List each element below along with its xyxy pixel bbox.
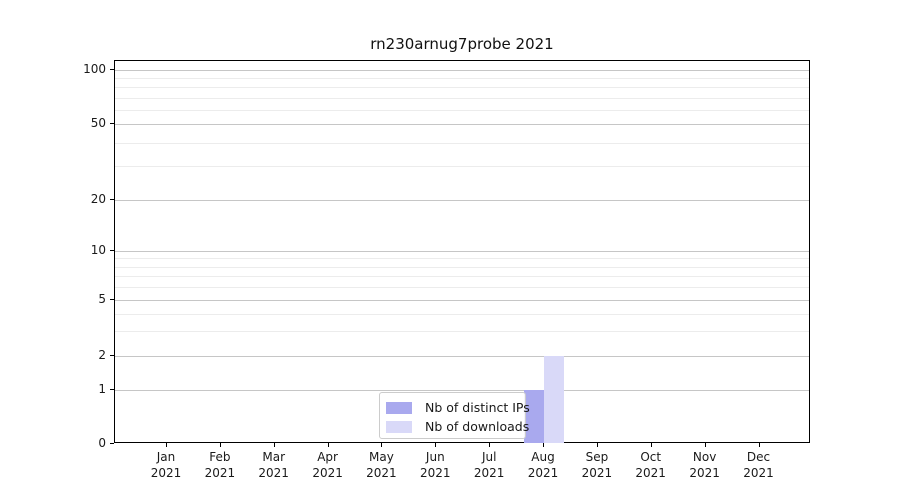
legend-swatch-downloads xyxy=(386,420,412,433)
x-tick-mark xyxy=(435,443,437,447)
legend-entry-downloads: Nb of downloads xyxy=(386,417,529,436)
y-tick-label: 20 xyxy=(90,192,106,206)
y-tick-label: 5 xyxy=(98,292,106,306)
y-tick-mark xyxy=(110,354,114,356)
x-tick-mark xyxy=(219,443,221,447)
y-tick-label: 50 xyxy=(90,116,106,130)
x-tick-mark xyxy=(758,443,760,447)
minor-gridline xyxy=(115,331,809,333)
x-tick-mark xyxy=(166,443,167,447)
x-tick-mark xyxy=(704,443,706,447)
x-tick-mark xyxy=(273,443,275,447)
y-tick-label: 2 xyxy=(98,347,106,362)
legend-swatch-distinct-ips xyxy=(386,401,412,414)
minor-gridline xyxy=(115,287,809,289)
x-axis: Jan 2021 Feb 2021 Mar 2021 Apr 2021 May 2021 Jun 20… xyxy=(114,443,810,493)
x-tick-mark xyxy=(596,443,598,447)
minor-gridline xyxy=(115,97,809,99)
major-gridline xyxy=(115,70,809,71)
legend-label-distinct-ips: Nb of distinct IPs xyxy=(425,400,530,415)
major-gridline xyxy=(115,355,809,357)
minor-gridline xyxy=(115,109,809,111)
y-tick-mark xyxy=(110,250,114,251)
y-tick-mark xyxy=(110,443,114,444)
legend: Nb of distinct IPs Nb of downloads xyxy=(379,392,530,439)
x-tick-mark xyxy=(650,443,652,447)
legend-entry-distinct-ips: Nb of distinct IPs xyxy=(386,398,530,417)
x-tick-label: Jan 2021 xyxy=(150,450,182,480)
y-axis: 0 1 2 5 10 20 50 100 xyxy=(0,60,114,449)
chart-title: rn230arnug7probe 2021 xyxy=(370,35,554,53)
major-gridline xyxy=(115,200,809,201)
x-tick-label: Apr 2021 xyxy=(312,450,343,480)
x-tick-label: Aug 2021 xyxy=(527,450,559,480)
x-tick-label: Jul 2021 xyxy=(473,450,505,480)
x-tick-label: Oct 2021 xyxy=(635,450,666,480)
y-tick-label: 10 xyxy=(90,243,106,257)
minor-gridline xyxy=(115,313,809,315)
x-tick-label: Jun 2021 xyxy=(420,450,451,480)
plot-area: Nb of distinct IPs Nb of downloads xyxy=(114,60,810,443)
major-gridline xyxy=(115,300,809,301)
minor-gridline xyxy=(115,266,809,268)
x-tick-mark xyxy=(489,443,491,447)
x-tick-label: Feb 2021 xyxy=(204,450,236,480)
y-tick-label: 100 xyxy=(83,62,106,76)
x-tick-label: May 2021 xyxy=(366,450,397,480)
bar-distinct-ips xyxy=(524,390,544,443)
y-tick-label: 0 xyxy=(98,436,106,450)
x-tick-label: Sep 2021 xyxy=(581,450,613,480)
y-tick-mark xyxy=(110,299,114,300)
y-tick-mark xyxy=(110,123,114,124)
y-tick-label: 1 xyxy=(98,382,106,396)
x-tick-label: Mar 2021 xyxy=(258,450,289,480)
y-tick-mark xyxy=(110,69,114,70)
major-gridline xyxy=(115,124,809,125)
minor-gridline xyxy=(115,258,809,260)
x-tick-mark xyxy=(381,443,383,447)
minor-gridline xyxy=(115,78,809,80)
x-tick-label: Dec 2021 xyxy=(743,450,774,480)
bar-downloads xyxy=(544,355,564,443)
minor-gridline xyxy=(115,166,809,168)
minor-gridline xyxy=(115,276,809,278)
legend-label-downloads: Nb of downloads xyxy=(425,419,530,434)
x-tick-mark xyxy=(543,443,544,447)
minor-gridline xyxy=(115,142,809,144)
minor-gridline xyxy=(115,87,809,89)
y-tick-mark xyxy=(110,199,114,200)
y-tick-mark xyxy=(110,389,114,390)
x-tick-mark xyxy=(327,443,329,447)
major-gridline xyxy=(115,251,809,252)
x-tick-label: Nov 2021 xyxy=(689,450,720,480)
major-gridline xyxy=(115,390,809,391)
